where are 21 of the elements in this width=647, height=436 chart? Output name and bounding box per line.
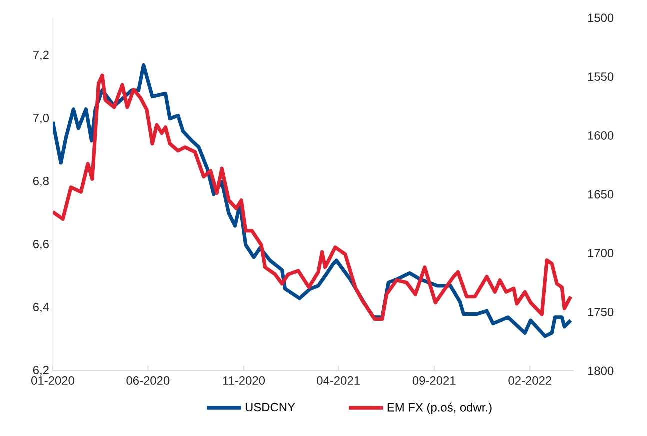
x-tick-label: 02-2022 (508, 376, 552, 385)
x-tick-label: 01-2020 (32, 376, 74, 385)
y-tick-label: 6,6 (33, 240, 49, 250)
x-tick-label: 06-2020 (126, 376, 170, 385)
y2-tick-label: 1800 (588, 366, 614, 376)
x-tick-label: 11-2020 (223, 376, 266, 385)
y-tick-label: 6,8 (33, 176, 49, 187)
legend-label: USDCNY (246, 403, 296, 412)
y2-tick-label: 1700 (588, 249, 614, 258)
y-tick-label: 6,2 (33, 366, 49, 376)
y2-tick-label: 1750 (588, 308, 614, 316)
y2-tick-label: 1550 (588, 72, 614, 82)
x-tick-label: 09-2021 (412, 376, 456, 385)
y-tick-label: 7,0 (33, 114, 50, 124)
legend-label: EM FX (p.oś, odwr.) (388, 402, 492, 414)
y2-tick-label: 1600 (588, 131, 614, 140)
y-tick-label: 7,2 (33, 50, 49, 61)
x-tick-label: 04-2021 (317, 376, 360, 385)
y2-tick-label: 1500 (588, 14, 614, 22)
y2-tick-label: 1650 (588, 190, 614, 199)
y-tick-label: 6,4 (33, 303, 50, 313)
